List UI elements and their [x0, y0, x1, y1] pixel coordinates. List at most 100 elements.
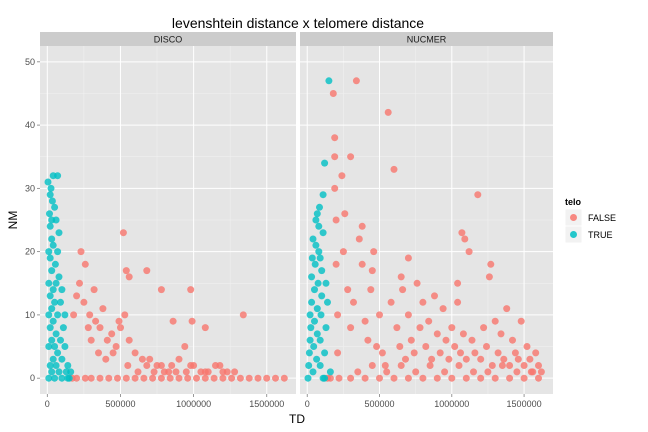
- data-point-false: [201, 374, 209, 382]
- data-point-false: [263, 374, 271, 382]
- data-point-false: [335, 374, 343, 382]
- data-point-true: [45, 279, 53, 287]
- data-point-false: [331, 134, 339, 142]
- data-point-false: [102, 355, 110, 363]
- data-point-true: [52, 362, 60, 369]
- data-point-false: [520, 362, 528, 369]
- data-point-false: [532, 349, 540, 357]
- data-point-false: [487, 260, 495, 268]
- data-point-false: [370, 248, 378, 256]
- data-point-true: [317, 311, 325, 319]
- data-point-false: [187, 286, 195, 294]
- legend-key-false: FALSE: [564, 208, 616, 227]
- data-point-false: [413, 279, 421, 287]
- data-point-true: [309, 235, 317, 243]
- data-point-false: [397, 273, 405, 281]
- points-disco: [44, 172, 288, 382]
- y-axis-title: NM: [6, 211, 20, 230]
- data-point-false: [367, 286, 375, 294]
- data-point-true: [313, 305, 321, 313]
- data-point-false: [461, 235, 469, 243]
- data-point-false: [223, 368, 231, 376]
- data-point-false: [439, 305, 447, 313]
- data-point-true: [313, 330, 321, 338]
- data-point-false: [236, 374, 244, 382]
- data-point-false: [347, 374, 355, 382]
- data-point-false: [84, 324, 92, 332]
- data-point-false: [201, 324, 209, 332]
- data-point-false: [228, 374, 236, 382]
- data-point-false: [441, 368, 449, 376]
- data-point-false: [410, 349, 418, 357]
- y-tick-label: 20: [25, 247, 35, 257]
- data-point-true: [316, 254, 324, 262]
- data-point-false: [138, 355, 146, 363]
- y-axis: 0 10 20 30 40 50: [25, 57, 40, 383]
- data-point-false: [103, 336, 111, 344]
- data-point-true: [48, 235, 56, 243]
- data-point-false: [165, 368, 173, 376]
- data-point-true: [304, 374, 312, 382]
- x-tick-label: 1000000: [176, 399, 211, 409]
- data-point-false: [396, 343, 404, 350]
- data-point-false: [511, 349, 519, 357]
- data-point-true: [311, 286, 318, 294]
- data-point-true: [48, 197, 56, 205]
- data-point-false: [329, 90, 337, 97]
- data-point-true: [305, 349, 313, 357]
- data-point-false: [422, 343, 430, 350]
- data-point-false: [526, 355, 534, 363]
- data-point-false: [332, 260, 340, 268]
- data-point-false: [99, 305, 107, 313]
- data-point-true: [326, 368, 334, 376]
- data-point-false: [122, 267, 130, 275]
- data-point-false: [368, 267, 376, 275]
- data-point-false: [498, 362, 506, 369]
- data-point-true: [58, 355, 66, 363]
- data-point-false: [352, 77, 360, 85]
- data-point-true: [319, 229, 327, 237]
- data-point-true: [54, 172, 62, 180]
- data-point-false: [95, 349, 102, 357]
- data-point-false: [527, 368, 535, 376]
- grid-nucmer: [300, 46, 553, 394]
- data-point-false: [146, 355, 154, 363]
- data-point-false: [119, 229, 127, 237]
- data-point-false: [500, 355, 508, 363]
- data-point-false: [494, 349, 502, 357]
- data-point-true: [54, 311, 62, 319]
- data-point-true: [49, 317, 57, 325]
- data-point-true: [318, 267, 326, 275]
- data-point-false: [468, 336, 476, 344]
- data-point-false: [125, 273, 133, 281]
- data-point-false: [459, 330, 467, 338]
- legend-label-false: FALSE: [588, 213, 616, 223]
- data-point-false: [149, 374, 157, 382]
- data-point-true: [313, 355, 321, 363]
- data-point-false: [378, 349, 386, 357]
- data-point-true: [48, 216, 56, 224]
- points-nucmer: [304, 77, 545, 382]
- data-point-true: [51, 298, 59, 306]
- data-point-true: [45, 248, 53, 256]
- data-point-true: [48, 336, 56, 344]
- data-point-false: [175, 355, 183, 363]
- data-point-false: [231, 368, 239, 376]
- data-point-false: [462, 374, 470, 382]
- data-point-false: [108, 330, 116, 338]
- data-point-false: [404, 254, 412, 262]
- data-point-true: [47, 184, 55, 192]
- data-point-true: [306, 311, 314, 319]
- panel-disco: DISCO: [40, 32, 296, 394]
- data-point-true: [318, 292, 326, 300]
- data-point-false: [188, 317, 196, 325]
- data-point-false: [86, 311, 94, 319]
- data-point-true: [313, 210, 321, 218]
- data-point-true: [55, 368, 63, 376]
- data-point-false: [428, 355, 436, 363]
- data-point-true: [325, 77, 333, 85]
- data-point-true: [57, 336, 64, 344]
- data-point-true: [322, 324, 330, 332]
- data-point-false: [416, 324, 424, 332]
- data-point-true: [316, 336, 324, 344]
